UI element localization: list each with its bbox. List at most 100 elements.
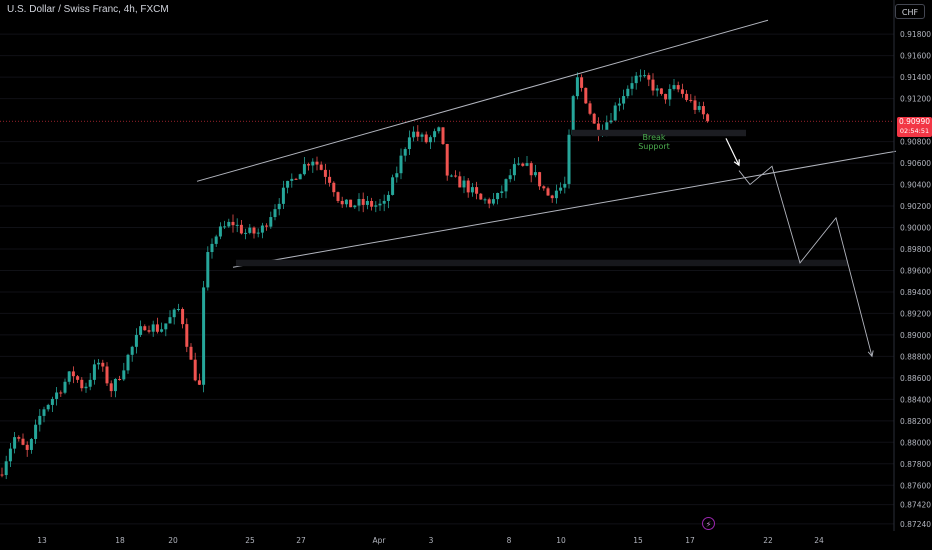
price-tick-label: 0.91200: [900, 95, 931, 104]
price-tick-label: 0.88000: [900, 438, 931, 447]
candle-body: [80, 379, 84, 389]
support-label: Support: [638, 142, 670, 151]
candle-body: [626, 88, 630, 97]
candle-body: [193, 359, 197, 381]
candle-body: [8, 448, 12, 462]
candle-body: [160, 329, 164, 332]
candle-body: [172, 309, 176, 318]
candle-body: [139, 326, 143, 335]
candle-body: [563, 183, 567, 188]
candle-body: [109, 383, 113, 392]
candle-body: [130, 346, 134, 355]
candle-body: [311, 161, 315, 166]
candle-body: [277, 203, 281, 210]
candle-body: [470, 187, 474, 193]
price-tick-label: 0.89800: [900, 245, 931, 254]
candle-body: [50, 398, 54, 405]
candle-body: [323, 169, 327, 177]
candle-body: [155, 324, 159, 332]
candle-body: [517, 163, 521, 165]
candle-body: [664, 93, 668, 100]
candle-body: [609, 120, 613, 123]
candle-body: [227, 221, 231, 227]
candle-body: [118, 378, 122, 380]
price-tick-label: 0.90400: [900, 181, 931, 190]
channel-upper-line: [196, 19, 769, 182]
time-tick-label: Apr: [373, 536, 387, 545]
candle-body: [42, 409, 46, 416]
candle-body: [580, 77, 584, 88]
price-grid-line: [0, 33, 894, 525]
candle-body: [521, 163, 525, 166]
candle-body: [206, 252, 210, 288]
candle-body: [76, 376, 80, 380]
candle-body: [164, 323, 168, 330]
candle-body: [260, 225, 264, 233]
candle-body: [13, 437, 17, 449]
candle-body: [412, 131, 416, 138]
candle-body: [281, 187, 285, 204]
drawings-layer: [0, 19, 897, 358]
candle-body: [357, 198, 361, 206]
candle-body: [424, 134, 428, 143]
candle-body: [483, 199, 487, 201]
time-tick-label: 22: [763, 536, 773, 545]
candle-body: [353, 205, 357, 208]
price-axis[interactable]: 0.91800 0.91600 0.91400 0.91200 0.90800 0.906…: [900, 30, 931, 529]
time-tick-label: 13: [37, 536, 47, 545]
time-tick-label: 24: [814, 536, 824, 545]
candle-body: [575, 77, 579, 97]
last-price: 0.90990: [898, 117, 930, 126]
candle-body: [248, 227, 252, 233]
candle-body: [181, 309, 185, 325]
price-tick-label: 0.88400: [900, 395, 931, 404]
candle-body: [458, 176, 462, 188]
candle-body: [420, 134, 424, 137]
lightning-icon[interactable]: ⚡: [702, 517, 715, 530]
candle-body: [29, 438, 33, 450]
candle-body: [617, 103, 621, 106]
time-axis[interactable]: 13 18 20 25 27 Apr 3 8 10 15 17 22 24: [37, 536, 824, 545]
candle-body: [223, 226, 227, 228]
candle-body: [84, 386, 88, 389]
candle-body: [613, 105, 617, 121]
candle-body: [378, 203, 382, 206]
candle-body: [294, 178, 298, 180]
candle-body: [559, 187, 563, 191]
candle-body: [592, 113, 596, 124]
candle-body: [546, 188, 550, 196]
candle-body: [441, 127, 445, 144]
last-price-tag: 0.90990 02:54:51: [897, 117, 932, 137]
candle-body: [256, 232, 260, 234]
candle-body: [176, 309, 180, 311]
candle-body: [4, 461, 8, 476]
candle-body: [113, 378, 117, 392]
time-tick-label: 15: [633, 536, 643, 545]
currency-button[interactable]: CHF: [895, 4, 925, 19]
candle-body: [302, 164, 306, 175]
candle-body: [235, 224, 239, 226]
price-tick-label: 0.87420: [900, 501, 931, 510]
candle-body: [21, 438, 25, 445]
candle-body: [479, 193, 483, 200]
projection-arrowhead: [867, 350, 874, 358]
candle-body: [349, 199, 353, 208]
price-tick-label: 0.90000: [900, 224, 931, 233]
candle-body: [185, 324, 189, 347]
price-tick-label: 0.89600: [900, 266, 931, 275]
candle-body: [151, 324, 155, 332]
projection-path: [738, 165, 873, 357]
candle-body: [168, 317, 172, 324]
candle-body: [273, 209, 277, 218]
candle-body: [676, 85, 680, 90]
price-tick-label: 0.90600: [900, 159, 931, 168]
candle-body: [298, 174, 302, 180]
price-tick-label: 0.89000: [900, 331, 931, 340]
time-tick-label: 10: [556, 536, 566, 545]
candle-body: [701, 106, 705, 115]
time-tick-label: 3: [429, 536, 434, 545]
price-tick-label: 0.91600: [900, 52, 931, 61]
candle-body: [97, 362, 101, 365]
candle-body: [416, 131, 420, 137]
